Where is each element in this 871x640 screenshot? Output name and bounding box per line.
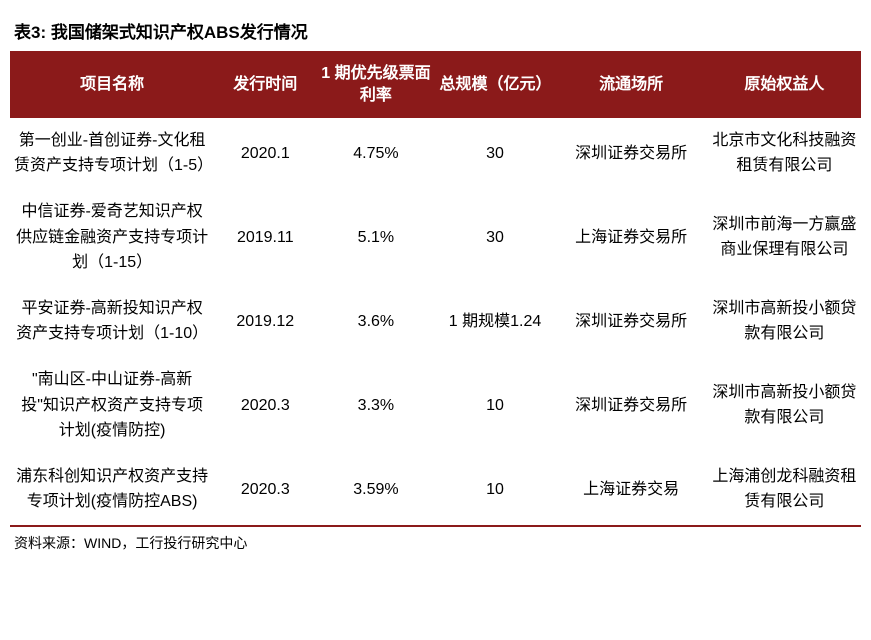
cell-scale: 10 bbox=[435, 357, 554, 454]
cell-scale: 30 bbox=[435, 189, 554, 286]
abs-table: 项目名称 发行时间 1 期优先级票面利率 总规模（亿元） 流通场所 原始权益人 … bbox=[10, 53, 861, 525]
table-row: 第一创业-首创证券-文化租赁资产支持专项计划（1-5） 2020.1 4.75%… bbox=[10, 118, 861, 189]
cell-originator: 上海浦创龙科融资租赁有限公司 bbox=[708, 454, 861, 525]
table-header-row: 项目名称 发行时间 1 期优先级票面利率 总规模（亿元） 流通场所 原始权益人 bbox=[10, 53, 861, 118]
cell-name: 平安证券-高新投知识产权资产支持专项计划（1-10） bbox=[10, 286, 214, 357]
cell-rate: 5.1% bbox=[316, 189, 435, 286]
cell-name: "南山区-中山证券-高新投"知识产权资产支持专项计划(疫情防控) bbox=[10, 357, 214, 454]
cell-time: 2019.11 bbox=[214, 189, 316, 286]
col-header-scale: 总规模（亿元） bbox=[435, 53, 554, 118]
cell-name: 第一创业-首创证券-文化租赁资产支持专项计划（1-5） bbox=[10, 118, 214, 189]
cell-venue: 深圳证券交易所 bbox=[555, 357, 708, 454]
cell-rate: 3.59% bbox=[316, 454, 435, 525]
cell-scale: 10 bbox=[435, 454, 554, 525]
cell-originator: 深圳市高新投小额贷款有限公司 bbox=[708, 286, 861, 357]
source-note: 资料来源：WIND，工行投行研究中心 bbox=[10, 525, 861, 559]
cell-scale: 1 期规模1.24 bbox=[435, 286, 554, 357]
cell-time: 2019.12 bbox=[214, 286, 316, 357]
cell-name: 中信证券-爱奇艺知识产权供应链金融资产支持专项计划（1-15） bbox=[10, 189, 214, 286]
cell-rate: 3.6% bbox=[316, 286, 435, 357]
table-row: 浦东科创知识产权资产支持专项计划(疫情防控ABS) 2020.3 3.59% 1… bbox=[10, 454, 861, 525]
cell-originator: 深圳市高新投小额贷款有限公司 bbox=[708, 357, 861, 454]
table-title: 表3: 我国储架式知识产权ABS发行情况 bbox=[10, 10, 861, 53]
cell-time: 2020.3 bbox=[214, 357, 316, 454]
cell-scale: 30 bbox=[435, 118, 554, 189]
cell-venue: 上海证券交易 bbox=[555, 454, 708, 525]
cell-originator: 北京市文化科技融资租赁有限公司 bbox=[708, 118, 861, 189]
cell-time: 2020.1 bbox=[214, 118, 316, 189]
table-row: "南山区-中山证券-高新投"知识产权资产支持专项计划(疫情防控) 2020.3 … bbox=[10, 357, 861, 454]
cell-venue: 上海证券交易所 bbox=[555, 189, 708, 286]
cell-originator: 深圳市前海一方赢盛商业保理有限公司 bbox=[708, 189, 861, 286]
table-row: 中信证券-爱奇艺知识产权供应链金融资产支持专项计划（1-15） 2019.11 … bbox=[10, 189, 861, 286]
cell-venue: 深圳证券交易所 bbox=[555, 118, 708, 189]
table-row: 平安证券-高新投知识产权资产支持专项计划（1-10） 2019.12 3.6% … bbox=[10, 286, 861, 357]
col-header-rate: 1 期优先级票面利率 bbox=[316, 53, 435, 118]
col-header-name: 项目名称 bbox=[10, 53, 214, 118]
col-header-originator: 原始权益人 bbox=[708, 53, 861, 118]
table-body: 第一创业-首创证券-文化租赁资产支持专项计划（1-5） 2020.1 4.75%… bbox=[10, 118, 861, 525]
col-header-time: 发行时间 bbox=[214, 53, 316, 118]
cell-rate: 3.3% bbox=[316, 357, 435, 454]
cell-name: 浦东科创知识产权资产支持专项计划(疫情防控ABS) bbox=[10, 454, 214, 525]
cell-venue: 深圳证券交易所 bbox=[555, 286, 708, 357]
col-header-venue: 流通场所 bbox=[555, 53, 708, 118]
cell-rate: 4.75% bbox=[316, 118, 435, 189]
cell-time: 2020.3 bbox=[214, 454, 316, 525]
